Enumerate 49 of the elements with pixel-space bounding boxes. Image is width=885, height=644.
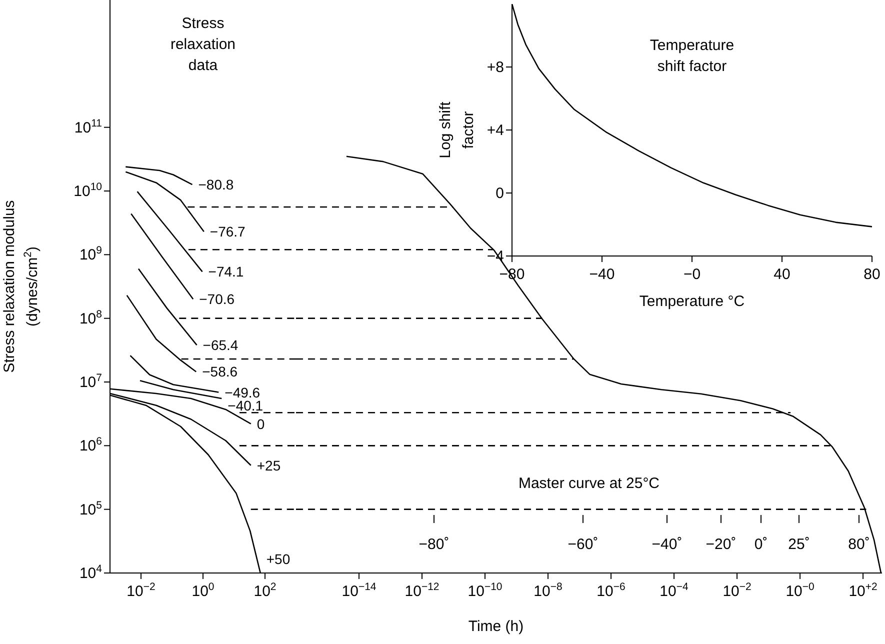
y-tick-label: 10$^{5}$: [79, 499, 102, 518]
x-axis-title: Time (h): [468, 618, 524, 635]
series-label: 0: [256, 416, 265, 432]
annotation: 25˚: [788, 536, 810, 553]
series-label: −58.6: [202, 364, 238, 380]
series-label: −76.7: [210, 224, 246, 240]
annotation: −60˚: [568, 536, 598, 553]
x-tick-label: −40: [589, 266, 615, 283]
x-tick-label: 10$^{2}$: [254, 581, 276, 600]
text: Stress relaxation data: [170, 15, 236, 74]
series-label: +50: [266, 551, 290, 567]
series-label: +25: [256, 457, 281, 474]
y-tick-label: 10$^{8}$: [79, 308, 102, 328]
y-axis-title: Log shift factor: [437, 100, 477, 158]
annotation: 0˚: [754, 536, 768, 553]
x-tick-label: 10$^{−8}$: [534, 581, 562, 600]
annotation: −40˚: [652, 536, 682, 553]
x-tick-label: 10$^{−6}$: [596, 581, 626, 600]
x-tick-label: 10$^{−4}$: [660, 581, 689, 600]
x-axis-title: Temperature °C: [639, 293, 745, 310]
annotation: Master curve at 25°C: [518, 475, 660, 492]
y-tick-label: 10$^{9}$: [79, 244, 102, 264]
y-tick-label: +4: [486, 122, 504, 139]
annotation: −20˚: [706, 536, 736, 553]
y-tick-label: 10$^{11}$: [74, 117, 102, 136]
x-tick-label: 10$^{−0}$: [786, 581, 815, 600]
y-tick-label: 10$^{10}$: [74, 181, 102, 200]
series-label: −65.4: [202, 337, 238, 354]
series-label: −74.1: [208, 264, 244, 280]
x-tick-label: 10$^{−2}$: [722, 581, 752, 600]
y-tick-label: 10$^{7}$: [79, 372, 102, 391]
y-tick-label: +8: [486, 59, 504, 76]
x-tick-label: 10$^{−2}$: [126, 581, 156, 600]
x-tick-label: 10$^{0}$: [192, 581, 214, 600]
series-label: −70.6: [199, 291, 235, 308]
x-tick-label: −0: [683, 266, 701, 283]
x-tick-label: 10$^{−10}$: [468, 581, 502, 600]
x-tick-label: 10$^{+2}$: [848, 581, 878, 600]
annotation: 80˚: [848, 536, 870, 553]
series-label: −80.8: [198, 176, 234, 193]
y-tick-label: 10$^{4}$: [79, 563, 102, 582]
x-tick-label: 10$^{−12}$: [404, 581, 440, 600]
y-tick-label: 10$^{6}$: [79, 436, 102, 455]
y-tick-label: 0: [496, 185, 504, 202]
text: Temperature shift factor: [650, 37, 734, 75]
annotation: −80˚: [418, 536, 450, 553]
x-tick-label: 40: [774, 266, 790, 283]
x-tick-label: 10$^{−14}$: [342, 581, 376, 600]
x-tick-label: 80: [864, 266, 880, 283]
